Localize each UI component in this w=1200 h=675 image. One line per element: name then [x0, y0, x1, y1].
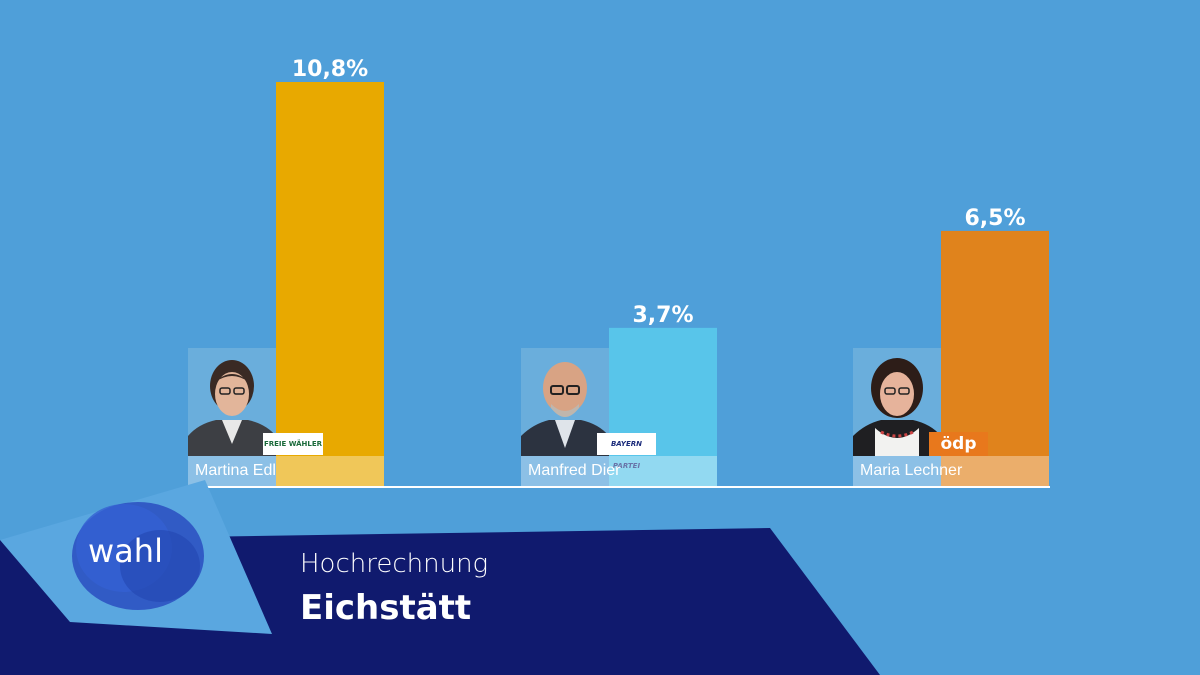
banner-title: Eichstätt [300, 588, 472, 628]
chart-baseline [188, 486, 1050, 488]
bar-2 [609, 327, 717, 486]
candidate-photo-dier [521, 348, 609, 456]
bar-1 [276, 82, 384, 486]
bar-value-label-2: 3,7% [632, 303, 693, 328]
party-logo-oedp: ödp [929, 432, 988, 456]
candidate-name-dier: Manfred Dier [521, 456, 717, 486]
banner-subtitle: Hochrechnung [300, 549, 489, 579]
wahl-logo: wahl [88, 532, 163, 570]
candidate-photo-lechner [853, 348, 941, 456]
party-logo-bayernpartei: BAYERN PARTEI [597, 433, 656, 470]
candidate-photo-edl [188, 348, 276, 456]
bar-value-label-3: 6,5% [964, 206, 1025, 231]
party-logo-freie-waehler: FREIE WÄHLER [263, 433, 323, 455]
bar-value-label-1: 10,8% [292, 57, 368, 82]
candidate-name-edl: Martina Edl [188, 456, 384, 486]
candidate-name-lechner: Maria Lechner [853, 456, 1049, 486]
